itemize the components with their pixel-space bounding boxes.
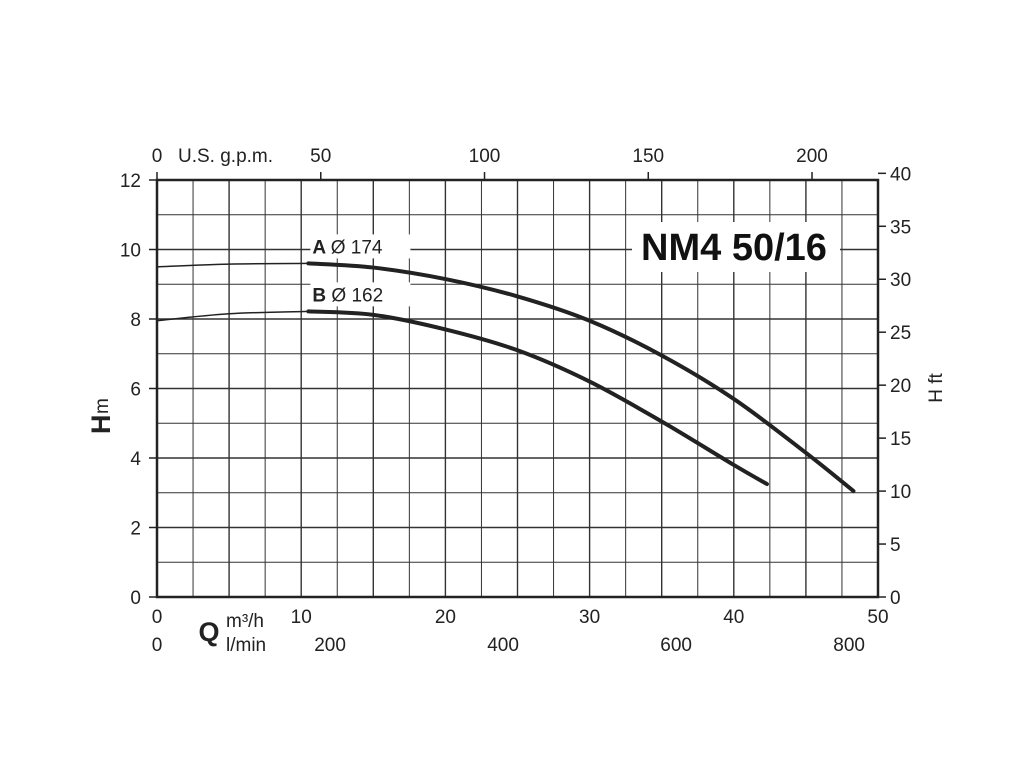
- curve-label-backdrop: [310, 234, 411, 259]
- y-tick-label-left: 4: [130, 449, 141, 470]
- y-axis-symbol: H: [86, 415, 116, 435]
- x-tick-label-m3h: 40: [723, 607, 744, 628]
- y-tick-label-right: 20: [890, 376, 911, 397]
- y-tick-label-right: 35: [890, 217, 911, 238]
- title-backdrop: [632, 222, 840, 272]
- y-tick-label-right: 30: [890, 270, 911, 291]
- tick-marks: [149, 172, 886, 598]
- x-tick-label-m3h: 50: [867, 607, 888, 628]
- x-axis-unit-secondary: l/min: [226, 635, 266, 656]
- x-tick-label-m3h: 20: [435, 607, 456, 628]
- y-tick-label-right: 15: [890, 429, 911, 450]
- x-tick-label-gpm: 100: [469, 146, 501, 167]
- y-tick-label-left: 0: [130, 588, 141, 609]
- y-tick-label-right: 0: [890, 588, 901, 609]
- y-tick-label-left: 8: [130, 310, 141, 331]
- x-tick-label-lmin: 0: [152, 635, 163, 656]
- curve-B-leadin: [156, 310, 309, 322]
- curve-labels: A Ø 174 B Ø 162: [310, 234, 411, 307]
- right-axis-label: H ft: [926, 373, 947, 403]
- curve-diameter: Ø 174: [331, 237, 383, 258]
- curve-diameter: Ø 162: [331, 285, 383, 306]
- curve-B: [306, 309, 769, 487]
- y-tick-label-left: 6: [130, 380, 141, 401]
- y-tick-label-left: 2: [130, 519, 141, 540]
- y-tick-label-right: 10: [890, 482, 911, 503]
- y-axis-label-left: H m: [86, 398, 116, 434]
- x-tick-label-m3h: 0: [152, 607, 163, 628]
- y-tick-label-right: 25: [890, 323, 911, 344]
- y-tick-label-right: 5: [890, 535, 901, 556]
- curve-letter: B: [312, 285, 331, 306]
- curve-label-A: A Ø 174: [312, 237, 382, 258]
- x-tick-label-lmin: 400: [487, 635, 519, 656]
- grid-major: [157, 180, 878, 597]
- x-tick-label-lmin: 800: [833, 635, 865, 656]
- y-tick-label-left: 10: [120, 241, 141, 262]
- x-tick-label-gpm: 50: [310, 146, 331, 167]
- curve-label-B: B Ø 162: [312, 285, 383, 306]
- x-axis-unit-primary: m³/h: [226, 611, 264, 632]
- y-tick-label-left: 12: [120, 171, 141, 192]
- top-axis-unit-label: U.S. g.p.m.: [178, 146, 273, 167]
- curve-letter: A: [312, 237, 330, 258]
- curve-A: [306, 261, 856, 494]
- curve-label-backdrop: [310, 282, 411, 307]
- x-tick-label-m3h: 10: [291, 607, 312, 628]
- x-tick-label-lmin: 600: [660, 635, 692, 656]
- y-axis-label-right: H ft: [926, 373, 947, 403]
- x-tick-label-lmin: 200: [314, 635, 346, 656]
- y-axis-unit: m: [92, 398, 113, 414]
- x-tick-label-gpm: 0: [152, 146, 163, 167]
- chart-title: NM4 50/16: [641, 227, 827, 269]
- curves: [156, 261, 856, 494]
- x-tick-label-gpm: 150: [632, 146, 664, 167]
- y-tick-label-right: 40: [890, 164, 911, 185]
- curve-A-leadin: [156, 262, 309, 268]
- x-tick-label-m3h: 30: [579, 607, 600, 628]
- x-axis-symbol: Q: [198, 617, 219, 647]
- x-tick-label-gpm: 200: [796, 146, 828, 167]
